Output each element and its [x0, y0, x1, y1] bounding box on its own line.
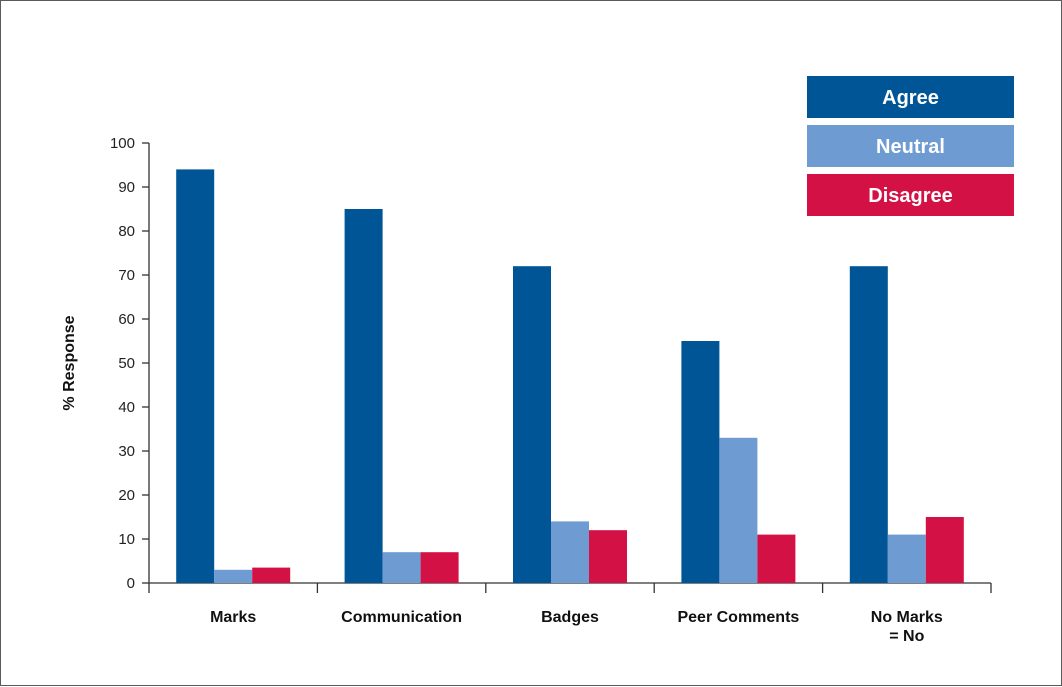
bar-agree	[849, 266, 888, 583]
bars	[176, 169, 964, 583]
y-tick-label: 80	[118, 223, 135, 240]
x-category-label: Marks	[210, 609, 256, 626]
y-tick-label: 50	[118, 355, 135, 372]
y-tick-label: 20	[118, 487, 135, 504]
legend-swatch	[807, 125, 1014, 167]
x-category-label-line: Peer Comments	[677, 609, 799, 626]
x-category-label-line: Marks	[210, 609, 256, 626]
legend-swatch	[807, 174, 1014, 216]
bar-neutral	[887, 534, 926, 583]
y-tick-label: 40	[118, 399, 135, 416]
x-category-label-line: Badges	[541, 609, 599, 626]
y-tick-label: 0	[127, 575, 135, 592]
y-tick-label: 100	[110, 135, 135, 152]
x-category-label-line: Communication	[341, 609, 462, 626]
bar-agree	[344, 209, 383, 583]
x-category-label: Badges	[541, 609, 599, 626]
y-tick-label: 70	[118, 267, 135, 284]
x-category-label-line: = No	[889, 628, 924, 645]
bar-neutral	[551, 521, 589, 583]
bar-disagree	[252, 567, 291, 583]
bar-neutral	[382, 552, 421, 583]
bar-disagree	[589, 530, 627, 583]
bar-agree	[513, 266, 551, 583]
legend-label: Disagree	[868, 185, 953, 207]
bar-agree	[176, 169, 215, 583]
legend-label: Agree	[882, 87, 939, 109]
y-axis: 0 10 20 30 40 50 60 70 80 90 100	[110, 135, 150, 592]
y-tick-label: 60	[118, 311, 135, 328]
x-axis: Marks Communication Badges Peer Comments No …	[148, 582, 992, 645]
x-category-label: No Marks = No	[871, 609, 943, 645]
y-tick-label: 30	[118, 443, 135, 460]
y-axis-label: % Response	[61, 315, 78, 410]
x-category-label: Peer Comments	[677, 609, 799, 626]
x-category-label: Communication	[341, 609, 462, 626]
bar-disagree	[925, 517, 964, 583]
y-tick-label: 10	[118, 531, 135, 548]
legend-label: Neutral	[876, 136, 945, 158]
x-category-label-line: No Marks	[871, 609, 943, 626]
bar-disagree	[420, 552, 459, 583]
bar-agree	[681, 341, 720, 583]
legend: Agree Neutral Disagree	[807, 76, 1014, 216]
legend-swatch	[807, 76, 1014, 118]
bar-disagree	[757, 534, 796, 583]
bar-neutral	[719, 437, 758, 583]
y-tick-label: 90	[118, 179, 135, 196]
bar-neutral	[214, 569, 253, 583]
